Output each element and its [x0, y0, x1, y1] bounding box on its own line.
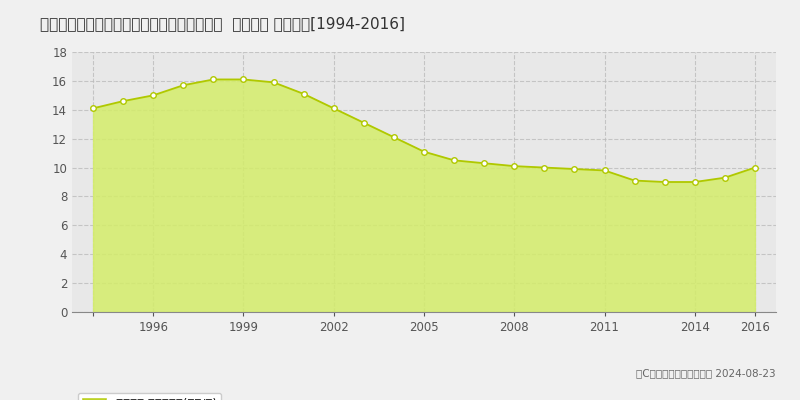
Legend: 地価公示 平均坪単価(万円/坪): 地価公示 平均坪単価(万円/坪): [78, 393, 222, 400]
Text: （C）土地価格ドットコム 2024-08-23: （C）土地価格ドットコム 2024-08-23: [636, 368, 776, 378]
Text: 宮城県黒川郡富谷町ひより台２丁目５番１０  地価公示 地価推移[1994-2016]: 宮城県黒川郡富谷町ひより台２丁目５番１０ 地価公示 地価推移[1994-2016…: [40, 16, 405, 31]
